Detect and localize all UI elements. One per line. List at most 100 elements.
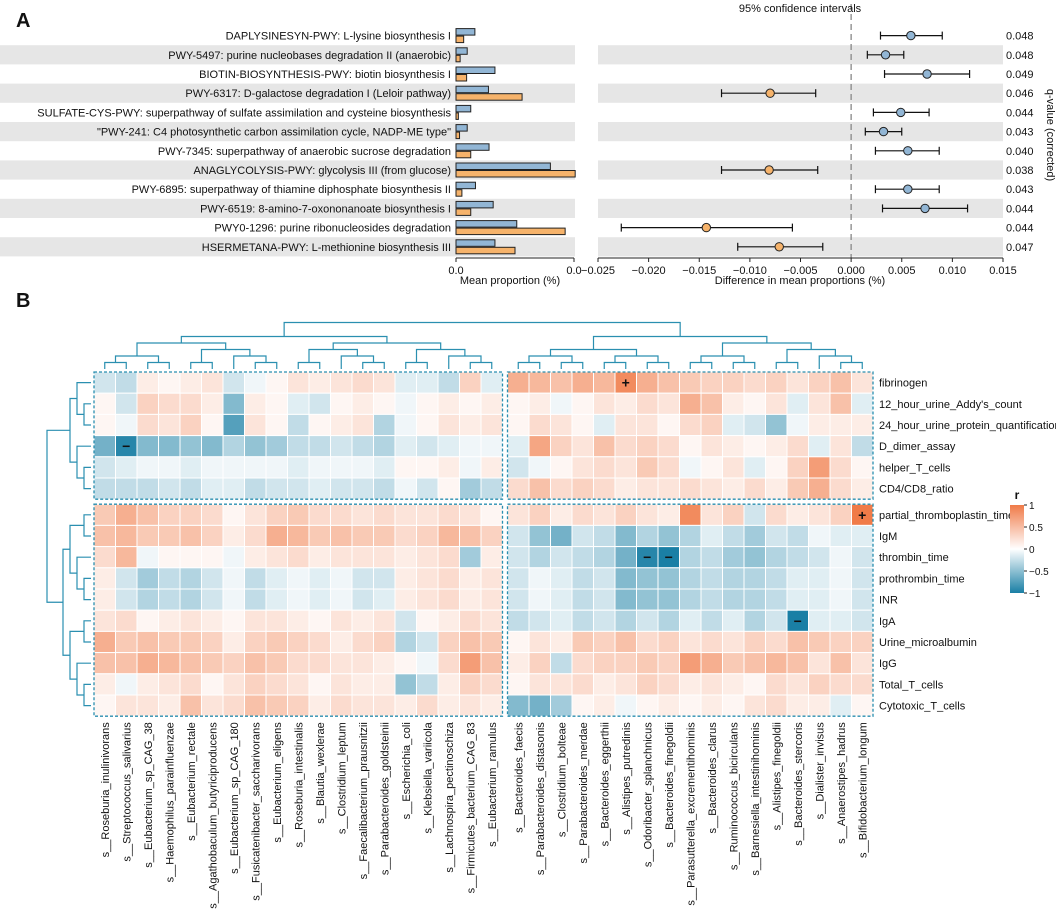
confidence-interval-title: 95% confidence intervals	[739, 3, 862, 15]
q-value: 0.049	[1006, 69, 1034, 81]
heatmap-cell	[679, 392, 702, 415]
heatmap-cell	[808, 546, 831, 569]
heatmap-cell	[330, 456, 353, 479]
row-band-left	[0, 122, 575, 142]
heatmap-cell	[265, 630, 288, 654]
heatmap-cell	[571, 546, 594, 569]
heatmap-cell	[222, 609, 245, 632]
heatmap-cell	[351, 371, 374, 394]
heatmap-cell	[765, 652, 788, 675]
heatmap-cell	[330, 503, 353, 526]
heatmap-cell	[679, 567, 702, 590]
heatmap-cell	[528, 567, 551, 590]
heatmap-cell	[507, 371, 530, 394]
heatmap-cell	[394, 546, 417, 569]
heatmap-cell	[351, 503, 374, 526]
heatmap-cell	[308, 694, 331, 717]
heatmap-cell	[416, 609, 439, 632]
heatmap-cell	[786, 567, 809, 590]
heatmap-cell	[507, 546, 530, 569]
heatmap-cell	[158, 371, 181, 394]
heatmap-cell	[136, 456, 159, 479]
heatmap-cell	[201, 694, 224, 717]
heatmap-cell	[614, 567, 637, 590]
heatmap-cell	[679, 477, 702, 500]
heatmap-cell	[636, 413, 659, 437]
heatmap-cell	[593, 673, 616, 696]
heatmap-cell	[373, 435, 396, 458]
dendrogram-branch	[190, 361, 213, 369]
heatmap-cell	[158, 609, 181, 632]
heatmap-cell	[437, 588, 460, 611]
heatmap-cell	[158, 567, 181, 590]
heatmap-cell	[244, 477, 267, 500]
heatmap-cell	[265, 392, 288, 415]
heatmap-cell	[571, 413, 594, 437]
heatmap-cell	[679, 652, 702, 675]
heatmap-cell	[244, 652, 267, 675]
heatmap-cell	[657, 673, 680, 696]
heatmap-cell	[528, 503, 551, 526]
difference-point	[903, 184, 913, 194]
heatmap-cell	[136, 392, 159, 415]
dendrogram-root	[283, 321, 681, 337]
heatmap-cell	[700, 524, 723, 548]
row-label: fibrinogen	[879, 378, 927, 390]
q-value: 0.047	[1006, 242, 1034, 254]
row-band-right	[598, 198, 1003, 218]
heatmap-cell	[722, 371, 745, 394]
heatmap-cell	[373, 694, 396, 717]
pathway-label: PWY-7345: superpathway of anaerobic sucr…	[158, 146, 451, 158]
heatmap-cell	[765, 546, 788, 569]
heatmap-cell	[416, 652, 439, 675]
q-value: 0.043	[1006, 184, 1034, 196]
heatmap-cell	[93, 413, 116, 437]
heatmap-cell	[743, 588, 766, 611]
heatmap-cell	[722, 694, 745, 717]
heatmap-cell	[593, 503, 616, 526]
heatmap-cell	[593, 524, 616, 548]
heatmap-cell	[700, 546, 723, 569]
heatmap-cell	[136, 477, 159, 500]
panel-b-label: B	[16, 290, 30, 312]
heatmap-cell	[679, 694, 702, 717]
pathway-label: PWY-5497: purine nucleobases degradation…	[168, 50, 451, 62]
heatmap-cell	[700, 609, 723, 632]
heatmap-cell	[657, 652, 680, 675]
heatmap-cell	[614, 413, 637, 437]
heatmap-cell	[222, 503, 245, 526]
heatmap-cell	[571, 435, 594, 458]
dendrogram-branch	[147, 361, 170, 369]
heatmap-cell	[786, 524, 809, 548]
heatmap-cell	[179, 588, 202, 611]
heatmap-cell	[829, 546, 852, 569]
heatmap-cell	[636, 609, 659, 632]
heatmap-cell	[330, 477, 353, 500]
column-label: s__Agathobaculum_butyriciproducens	[207, 722, 219, 909]
heatmap-cell	[743, 435, 766, 458]
heatmap-cell	[550, 567, 573, 590]
heatmap-cell	[265, 694, 288, 717]
heatmap-cell	[373, 630, 396, 654]
heatmap-cell	[179, 503, 202, 526]
heatmap-cell	[614, 546, 637, 569]
heatmap-cell	[765, 413, 788, 437]
heatmap-cell	[700, 435, 723, 458]
heatmap-cell	[394, 609, 417, 632]
heatmap-cell	[308, 652, 331, 675]
heatmap-cell	[614, 630, 637, 654]
heatmap-cell	[657, 630, 680, 654]
column-label: s__Roseburia_inulinivorans	[100, 722, 112, 858]
heatmap-cell	[222, 588, 245, 611]
bar-group2	[455, 93, 523, 101]
heatmap-cell	[373, 392, 396, 415]
heatmap-cell	[136, 630, 159, 654]
heatmap-cell	[614, 694, 637, 717]
difference-point	[896, 107, 906, 118]
heatmap-cell	[614, 503, 637, 526]
heatmap-cell	[571, 673, 594, 696]
heatmap-cell	[437, 630, 460, 654]
heatmap-cell	[657, 524, 680, 548]
heatmap-cell	[179, 477, 202, 500]
